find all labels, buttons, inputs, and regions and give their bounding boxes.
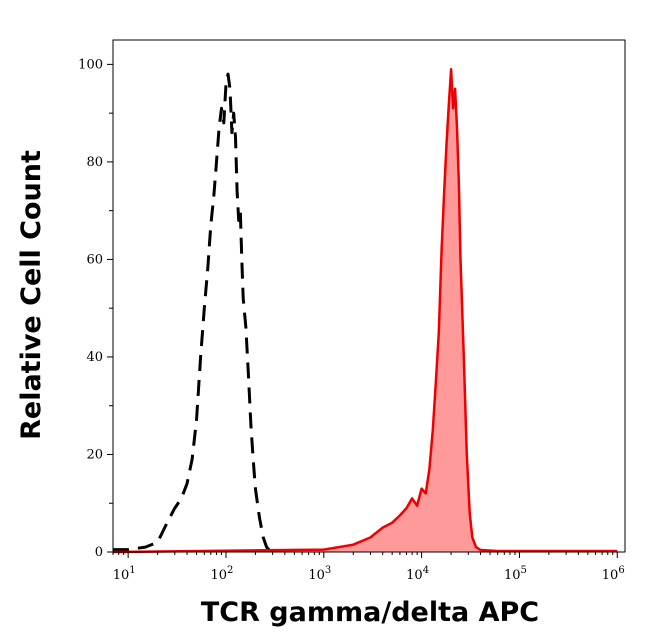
x-tick-label: 103 [308, 565, 331, 583]
x-tick-base: 10 [406, 568, 423, 583]
x-tick-base: 10 [113, 568, 130, 583]
x-tick-label: 101 [113, 565, 136, 583]
y-tick-label: 60 [86, 252, 103, 267]
x-tick-exponent: 5 [521, 565, 527, 576]
x-tick-exponent: 6 [618, 565, 624, 576]
x-tick-base: 10 [504, 568, 521, 583]
x-axis-ticks: 101 102 103 104 105 106 [112, 552, 625, 583]
x-tick-label: 102 [211, 565, 234, 583]
x-axis-label: TCR gamma/delta APC [201, 597, 539, 628]
plot-frame [112, 39, 626, 553]
x-tick-exponent: 4 [423, 565, 429, 576]
plot-area [112, 68, 618, 554]
y-axis-ticks: 0 20 40 60 80 100 [78, 57, 113, 560]
x-tick-exponent: 3 [325, 565, 331, 576]
y-tick-label: 80 [86, 155, 103, 170]
y-tick-label: 100 [78, 57, 103, 72]
y-tick-label: 20 [86, 447, 103, 462]
x-tick-base: 10 [602, 568, 619, 583]
x-tick-exponent: 1 [129, 565, 135, 576]
x-tick-label: 105 [504, 565, 527, 583]
x-tick-exponent: 2 [227, 565, 233, 576]
series-dashed-line [113, 72, 274, 554]
x-tick-label: 106 [602, 565, 625, 583]
x-tick-base: 10 [211, 568, 228, 583]
x-tick-base: 10 [308, 568, 325, 583]
y-tick-label: 0 [95, 545, 103, 560]
series-red-line [112, 68, 618, 554]
x-tick-label: 104 [406, 565, 429, 583]
y-axis-label: Relative Cell Count [16, 150, 47, 440]
y-tick-label: 40 [86, 350, 103, 365]
